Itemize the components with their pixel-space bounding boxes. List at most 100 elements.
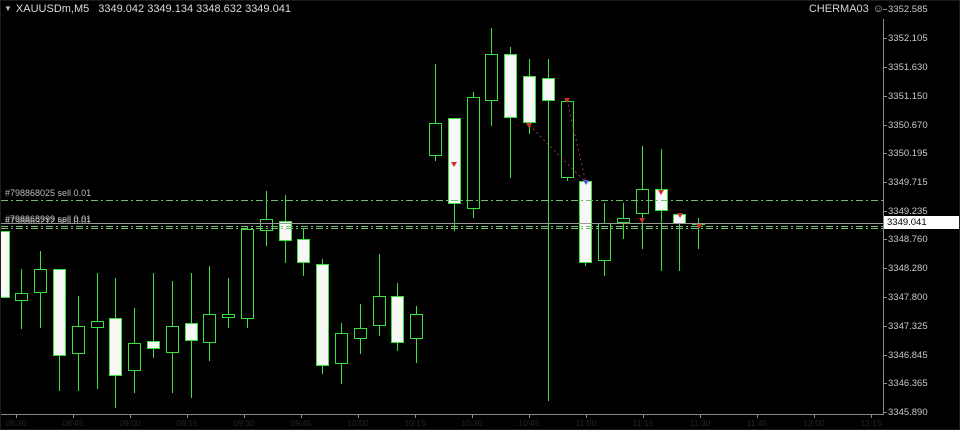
time-axis-tick (130, 414, 131, 418)
order-label: #798869212 sell 0.01 (5, 215, 92, 226)
chart-symbol-timeframe: XAUUSDm,M5 (15, 3, 90, 15)
candle (334, 333, 348, 364)
time-axis-label: 09:30 (233, 418, 255, 428)
price-axis-tick (883, 153, 887, 155)
time-axis-label: 10:00 (347, 418, 369, 428)
price-axis-tick (883, 354, 887, 356)
time-axis-tick (301, 414, 302, 418)
time-axis-label: 11:30 (689, 418, 711, 428)
candle (109, 318, 123, 376)
candle (184, 323, 198, 342)
ea-smiley-icon[interactable]: ☺ (872, 3, 884, 15)
time-axis-label: 09:45 (290, 418, 312, 428)
candle (635, 188, 649, 215)
trade-history-lines (529, 99, 587, 183)
account-label: CHERMA03 (808, 3, 869, 15)
price-axis-label: 3351.150 (888, 90, 928, 102)
price-axis-tick (883, 210, 887, 212)
candle-wick (378, 253, 380, 337)
time-axis-tick (757, 414, 758, 418)
trade-marker-red (639, 218, 646, 224)
order-label: #798868025 sell 0.01 (5, 188, 92, 199)
price-axis-label: 3348.280 (888, 263, 928, 275)
candle (541, 77, 555, 102)
candle-wick (679, 214, 681, 271)
time-axis-label: 08:30 (5, 418, 27, 428)
time-axis-tick (244, 414, 245, 418)
candle (52, 268, 66, 357)
time-axis-label: 11:00 (575, 418, 597, 428)
candle (447, 118, 461, 204)
candle (34, 268, 48, 293)
current-price-badge: 3349.041 (884, 216, 959, 230)
trade-marker-red (451, 161, 458, 167)
candle-wick (228, 277, 230, 328)
time-axis-tick (529, 414, 530, 418)
time-axis-label: 09:00 (119, 418, 141, 428)
price-axis-label: 3350.195 (888, 148, 928, 160)
price-axis-label: 3347.325 (888, 320, 928, 332)
candle (297, 238, 311, 263)
trade-marker-red (526, 123, 533, 129)
price-axis-tick (883, 268, 887, 270)
time-axis-line (1, 414, 884, 415)
candle (391, 295, 405, 343)
time-axis-label: 08:45 (62, 418, 84, 428)
time-axis-tick (871, 414, 872, 418)
price-axis-tick (883, 66, 887, 68)
candle (1, 231, 10, 298)
candle (15, 292, 29, 301)
time-axis-tick (415, 414, 416, 418)
candle-wick (96, 273, 98, 390)
time-axis-tick (472, 414, 473, 418)
trade-marker-red (695, 223, 702, 229)
candle (203, 314, 217, 343)
price-axis-label: 3348.760 (888, 234, 928, 246)
time-axis-tick (358, 414, 359, 418)
chart-arrow-icon: ▼ (4, 4, 12, 13)
trade-marker-red (676, 213, 683, 219)
candle (410, 314, 424, 340)
trade-marker-blue (582, 180, 589, 186)
price-axis-label: 3349.235 (888, 205, 928, 217)
current-price-line (1, 222, 883, 224)
price-axis-tick (883, 383, 887, 385)
price-axis-tick (883, 325, 887, 327)
candle (71, 326, 85, 355)
candle-wick (434, 63, 436, 162)
trade-marker-red (564, 97, 570, 103)
price-axis-tick (883, 9, 887, 11)
candle (485, 54, 499, 102)
candle-wick (265, 190, 267, 247)
price-axis-label: 3349.715 (888, 177, 928, 189)
candle-wick (698, 217, 700, 250)
price-axis-tick (883, 412, 887, 413)
candle (128, 342, 142, 372)
price-axis-label: 3346.845 (888, 349, 928, 361)
time-axis-tick (643, 414, 644, 418)
trade-history-line (529, 124, 587, 183)
order-line[interactable] (1, 200, 883, 202)
candle (466, 96, 480, 209)
time-axis-label: 10:45 (518, 418, 540, 428)
time-axis-label: 12:15 (860, 418, 882, 428)
candle (90, 321, 104, 328)
price-axis-label: 3352.105 (888, 33, 928, 45)
candle (146, 341, 160, 349)
order-line[interactable] (1, 225, 883, 227)
candle (316, 264, 330, 366)
price-axis-tick (883, 38, 887, 40)
price-axis-tick (883, 124, 887, 126)
price-axis-tick (883, 95, 887, 97)
chart-ohlc-values: 3349.042 3349.134 3348.632 3349.041 (98, 3, 291, 15)
price-axis-tick (883, 239, 887, 241)
candle (428, 122, 442, 156)
time-axis-tick (700, 414, 701, 418)
time-axis-label: 10:15 (404, 418, 426, 428)
price-axis-label: 3347.800 (888, 292, 928, 304)
time-axis-tick (16, 414, 17, 418)
candle (240, 229, 254, 319)
order-line[interactable] (1, 227, 883, 229)
